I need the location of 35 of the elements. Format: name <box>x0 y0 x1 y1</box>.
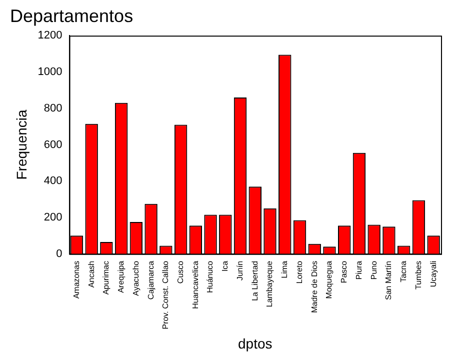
x-tick-label: Moquegua <box>324 260 334 299</box>
y-tick-label: 1200 <box>38 30 62 42</box>
x-tick-label: Pasco <box>340 260 349 284</box>
x-tick-label: Huánuco <box>206 260 215 293</box>
y-tick-label: 600 <box>44 138 62 151</box>
x-tick-label: Madre de Dios <box>310 260 319 313</box>
y-axis-title: Frequencia <box>13 110 30 180</box>
x-tick-label: Junín <box>235 260 244 280</box>
x-tick-label: Ayacucho <box>131 260 140 296</box>
x-tick-label: Ancash <box>86 260 96 288</box>
y-tick-label: 200 <box>44 212 62 224</box>
x-tick-label: Lima <box>280 260 290 278</box>
x-tick-label: Lambayeque <box>265 260 274 308</box>
y-tick-label: 800 <box>44 102 62 114</box>
x-tick-label: Ica <box>220 260 230 272</box>
x-tick-label: Ucayali <box>428 260 438 288</box>
x-tick-label: Arequipa <box>116 260 126 293</box>
x-tick-label: Cusco <box>176 260 185 284</box>
y-tick-label: 1000 <box>38 66 62 78</box>
x-tick-label: Apurimac <box>102 260 111 295</box>
chart-title: Departamentos <box>10 6 134 26</box>
x-tick-label: Amazonas <box>72 260 81 299</box>
x-tick-label: Prov. Const. Callao <box>161 260 170 330</box>
x-tick-label: Puno <box>369 260 378 280</box>
x-tick-label: Loreto <box>294 260 304 284</box>
x-tick-label: Huancavelica <box>190 260 200 309</box>
x-tick-label: Tacna <box>399 260 408 282</box>
x-axis-title: dptos <box>238 335 272 352</box>
x-tick-label: Tumbes <box>414 260 423 290</box>
y-tick-label: 0 <box>56 248 62 260</box>
x-tick-label: Cajamarca <box>146 260 156 300</box>
x-tick-label: San Martín <box>384 260 394 300</box>
x-tick-label: Piura <box>354 260 364 280</box>
x-tick-label: La Libertad <box>250 260 260 301</box>
y-tick-label: 400 <box>44 175 62 188</box>
